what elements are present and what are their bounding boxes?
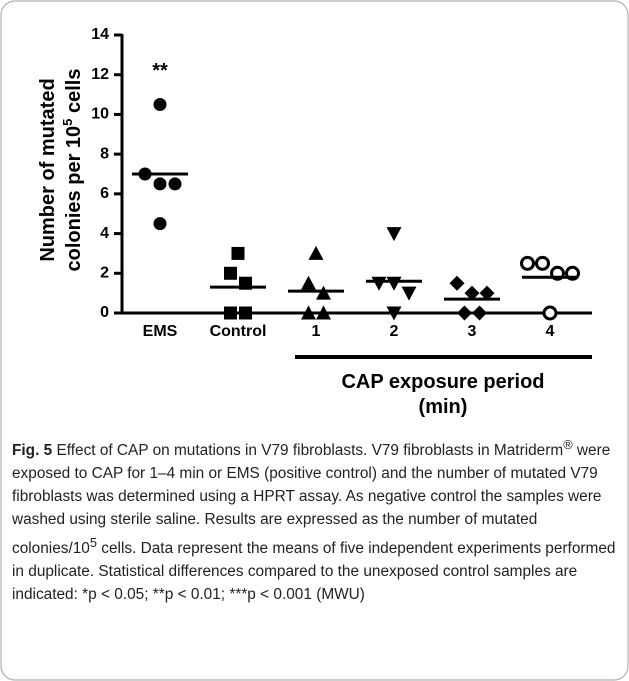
caption-text: Effect of CAP on mutations in V79 fibrob… bbox=[52, 442, 564, 460]
point bbox=[535, 255, 550, 271]
y-tick-label: 14 bbox=[91, 26, 109, 43]
point bbox=[153, 177, 167, 191]
point bbox=[401, 286, 417, 301]
point bbox=[239, 306, 252, 320]
point bbox=[231, 246, 245, 260]
x-tick-label: EMS bbox=[143, 323, 178, 340]
point bbox=[386, 276, 402, 291]
y-tick-label: 4 bbox=[100, 225, 109, 242]
caption-text: cells. Data represent the means of five … bbox=[12, 540, 616, 604]
y-axis-label-part: cells bbox=[63, 69, 85, 119]
point bbox=[153, 98, 167, 111]
point bbox=[301, 275, 316, 290]
caption-label: Fig. 5 bbox=[12, 442, 53, 460]
annotation: ** bbox=[152, 60, 168, 82]
point bbox=[371, 276, 387, 291]
point bbox=[224, 266, 237, 280]
y-tick-label: 10 bbox=[91, 106, 109, 123]
y-tick-label: 0 bbox=[100, 304, 109, 321]
caption: Fig. 5 Effect of CAP on mutations in V79… bbox=[12, 433, 616, 606]
caption-sup: ® bbox=[563, 437, 573, 452]
caption-text: were exposed to CAP for 1–4 min or EMS (… bbox=[12, 442, 611, 558]
point bbox=[520, 255, 535, 271]
y-axis-label-part: colonies per 10 bbox=[63, 126, 85, 272]
group-label: (min) bbox=[419, 396, 468, 418]
point bbox=[386, 227, 402, 242]
point bbox=[153, 217, 167, 231]
point bbox=[472, 305, 487, 321]
y-axis-label-sup: 5 bbox=[60, 119, 75, 126]
point bbox=[449, 275, 465, 291]
x-tick-label: 1 bbox=[312, 323, 321, 340]
point bbox=[316, 305, 331, 320]
x-tick-label: 4 bbox=[546, 323, 555, 340]
point bbox=[386, 306, 402, 321]
x-tick-label: 2 bbox=[390, 323, 399, 340]
caption-sup: 5 bbox=[89, 535, 98, 551]
point bbox=[479, 285, 495, 301]
point bbox=[224, 306, 237, 320]
point bbox=[301, 305, 316, 320]
point bbox=[168, 177, 182, 191]
point bbox=[457, 305, 472, 321]
point bbox=[308, 245, 324, 260]
point bbox=[542, 305, 558, 321]
y-axis-label: colonies per 105 cells bbox=[60, 69, 85, 272]
group-label: CAP exposure period bbox=[341, 371, 544, 393]
y-tick-label: 6 bbox=[100, 185, 109, 202]
y-tick-label: 2 bbox=[100, 265, 109, 282]
y-tick-label: 8 bbox=[100, 145, 109, 162]
y-axis-label: Number of mutated bbox=[37, 78, 59, 261]
x-tick-label: 3 bbox=[468, 323, 477, 340]
x-tick-label: Control bbox=[210, 323, 267, 340]
y-tick-label: 12 bbox=[91, 66, 109, 83]
point bbox=[464, 285, 480, 301]
